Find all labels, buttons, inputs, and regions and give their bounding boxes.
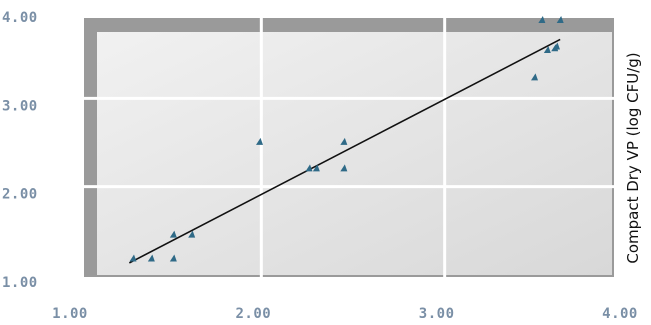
x-tick-label: 3.00 (419, 306, 455, 322)
data-point (340, 164, 348, 172)
fit-line-layer (128, 38, 561, 264)
x-tick-label: 1.00 (52, 306, 88, 322)
x-tick-label: 4.00 (602, 306, 638, 322)
y-tick-label: 4.00 (2, 10, 38, 26)
data-point (147, 254, 155, 262)
y-tick-label: 2.00 (2, 187, 38, 203)
data-point (305, 164, 313, 172)
grid-lines (84, 18, 614, 277)
data-point (129, 254, 137, 262)
data-point (340, 137, 348, 145)
y-tick-label: 3.00 (2, 98, 38, 114)
data-point (531, 73, 538, 81)
data-point (169, 230, 177, 238)
data-point (169, 254, 177, 262)
data-point (556, 16, 564, 23)
y-axis-label: Compact Dry VP (log CFU/g) (624, 52, 642, 263)
data-point (553, 42, 560, 50)
y-tick-label: 1.00 (2, 275, 38, 291)
data-point (312, 164, 320, 172)
x-tick-label: 2.00 (235, 306, 271, 322)
data-point (256, 137, 263, 145)
plot-area (97, 32, 612, 275)
tick-labels: 1.00 2.00 3.00 4.00 1.00 2.00 3.00 4.00 (2, 10, 638, 322)
data-point (538, 16, 546, 23)
fit-line (128, 38, 561, 264)
data-markers (129, 16, 564, 262)
data-point (543, 46, 551, 54)
data-point (188, 230, 196, 238)
